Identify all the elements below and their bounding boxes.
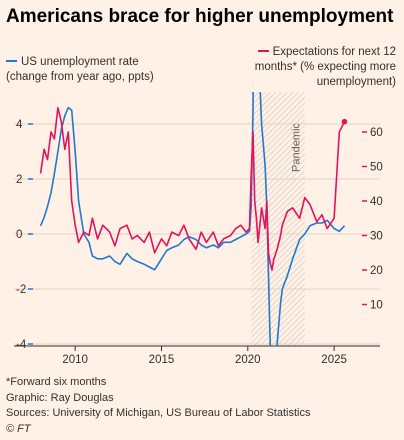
y-left-tick-label: -2 — [16, 284, 26, 296]
legend-unemployment-label: US unemployment rate (change from year a… — [6, 56, 154, 83]
y-right-tick-label: 20 — [370, 265, 383, 277]
y-right-tick-label: 50 — [370, 162, 383, 174]
x-tick-label: 2025 — [321, 354, 347, 366]
y-right-tick-label: 60 — [370, 127, 383, 139]
ft-brand: © FT — [6, 422, 31, 435]
chart-title: Americans brace for higher unemployment — [6, 6, 394, 27]
legend-expectations-swatch — [257, 49, 269, 52]
x-tick-label: 2010 — [62, 354, 88, 366]
legend-expectations-label: Expectations for next 12 months* (% expe… — [254, 46, 396, 88]
series-line-unemployment — [39, 92, 346, 346]
legend-unemployment: US unemployment rate (change from year a… — [6, 55, 166, 85]
legend-expectations: Expectations for next 12 months* (% expe… — [216, 45, 396, 90]
y-left-tick-label: 4 — [16, 119, 23, 131]
x-tick-label: 2020 — [235, 354, 261, 366]
pandemic-label: Pandemic — [291, 123, 303, 172]
footnote: *Forward six months — [6, 376, 107, 388]
y-right-tick-label: 10 — [370, 300, 383, 312]
graphic-credit: Graphic: Ray Douglas — [6, 391, 114, 404]
y-left-tick-label: -4 — [16, 339, 27, 351]
x-tick-label: 2015 — [149, 354, 175, 366]
footer: *Forward six months Graphic: Ray Douglas… — [6, 375, 310, 437]
y-left-tick-label: 0 — [16, 229, 22, 241]
series-line-expectations — [39, 107, 346, 271]
expectations-last-point — [341, 118, 348, 125]
y-right-tick-label: 40 — [370, 196, 383, 208]
legend-unemployment-swatch — [6, 59, 17, 62]
sources: Sources: University of Michigan, US Bure… — [6, 407, 311, 419]
y-right-tick-label: 30 — [370, 231, 383, 243]
y-left-tick-label: 2 — [16, 174, 22, 186]
